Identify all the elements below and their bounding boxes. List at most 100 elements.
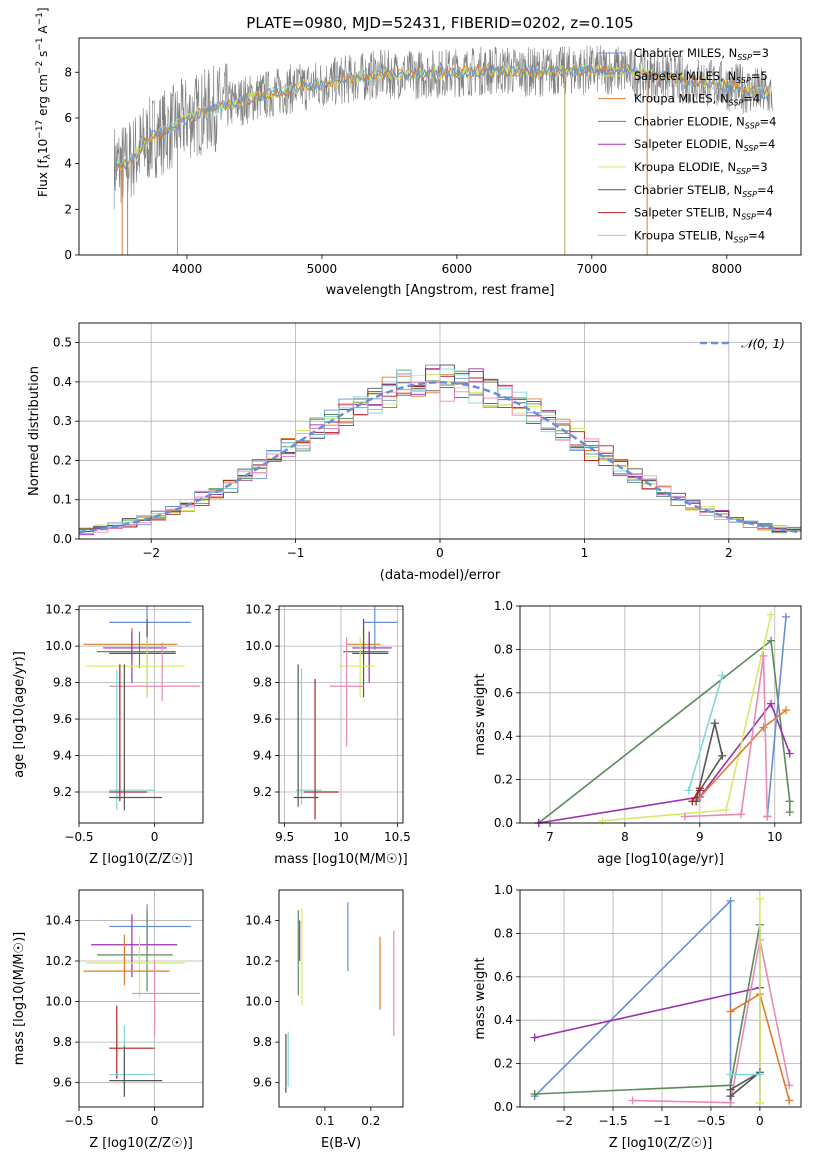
y-tick-label: 9.4	[253, 749, 272, 763]
y-tick-label: 0.6	[494, 686, 513, 700]
axes-frame	[78, 322, 802, 540]
x-tick-label: 10	[767, 830, 782, 844]
figure-title: PLATE=0980, MJD=52431, FIBERID=0202, z=0…	[246, 14, 633, 32]
x-tick-label: 0	[756, 1114, 764, 1128]
axes-frame	[78, 37, 802, 256]
x-tick-label: −2	[555, 1114, 573, 1128]
y-tick-label: 10.2	[45, 603, 72, 617]
x-tick-label: 1	[581, 546, 589, 560]
weight-age-panel: 7 8 9 10 0.0 0.2 0.4 0.6 0.8 1.0 age [log10(age/yr…	[473, 599, 802, 867]
legend-label: Chabrier MILES, NSSP=3	[634, 46, 769, 62]
y-tick-label: 9.2	[53, 785, 72, 799]
y-tick-label: 10.0	[45, 639, 72, 653]
y-tick-label: 10.4	[45, 913, 72, 927]
y-axis-label: mass weight	[473, 673, 488, 755]
y-tick-label: 9.8	[253, 1035, 272, 1049]
legend-label: Chabrier STELIB, NSSP=4	[634, 183, 774, 199]
y-tick-label: 8	[64, 65, 72, 79]
y-tick-label: 0.2	[53, 453, 72, 467]
y-tick-label: 4	[64, 157, 72, 171]
weight-series-line	[687, 675, 724, 791]
y-tick-label: 1.0	[494, 599, 513, 613]
x-axis-label: age [log10(age/yr)]	[597, 852, 724, 867]
legend-label: Chabrier ELODIE, NSSP=4	[634, 114, 776, 130]
x-tick-label: 0	[151, 830, 159, 844]
x-tick-label: −0.5	[64, 830, 93, 844]
x-tick-label: 4000	[172, 262, 203, 276]
y-tick-label: 1.0	[494, 883, 513, 897]
y-axis-label: Normed distribution	[27, 366, 42, 496]
weight-z-panel: −2 −1.5 −1 −0.5 0 0.0 0.2 0.4 0.6 0.8 1.0 Z [log10(…	[473, 883, 802, 1151]
weight-series-line	[538, 701, 791, 824]
legend-label: Salpeter STELIB, NSSP=4	[634, 206, 773, 222]
weight-series-line	[538, 639, 791, 824]
y-tick-label: 9.6	[53, 712, 72, 726]
x-axis-label: E(B-V)	[321, 1136, 361, 1151]
x-tick-label: 7000	[577, 262, 608, 276]
x-tick-label: 0.2	[361, 1114, 380, 1128]
y-tick-label: 0.8	[494, 926, 513, 940]
y-tick-label: 10.0	[45, 995, 72, 1009]
y-tick-label: 9.6	[253, 712, 272, 726]
x-axis-label: Z [log10(Z/Z☉)]	[89, 852, 193, 867]
axes-frame	[519, 889, 802, 1108]
x-tick-label: 8000	[712, 262, 743, 276]
legend-label: 𝒩(0, 1)	[741, 337, 785, 351]
legend-label: Salpeter MILES, NSSP=5	[634, 69, 768, 85]
y-tick-label: 9.8	[53, 676, 72, 690]
y-tick-label: 0.2	[494, 773, 513, 787]
y-axis-label: age [log10(age/yr)]	[12, 651, 27, 778]
x-axis-label: wavelength [Angstrom, rest frame]	[326, 283, 555, 298]
y-tick-label: 9.8	[253, 676, 272, 690]
y-tick-label: 6	[64, 111, 72, 125]
x-tick-label: 8	[621, 830, 629, 844]
y-tick-label: 9.6	[253, 1076, 272, 1090]
x-axis-label: Z [log10(Z/Z☉)]	[89, 1136, 193, 1151]
y-tick-label: 10.0	[245, 639, 272, 653]
age-z-panel: −0.5 0 9.2 9.4 9.6 9.8 10.0 10.2 Z [log10(Z/Z☉)]…	[12, 603, 204, 867]
y-tick-label: 2	[64, 202, 72, 216]
x-tick-label: −1.5	[598, 1114, 627, 1128]
x-tick-label: 2	[725, 546, 733, 560]
axes-frame	[519, 605, 802, 824]
weight-series-line	[695, 723, 724, 802]
age-mass-panel: 9.5 10 10.5 9.2 9.4 9.6 9.8 10.0 10.2 mass [log10…	[245, 603, 410, 867]
x-tick-label: 0	[151, 1114, 159, 1128]
y-tick-label: 0.0	[53, 532, 72, 546]
y-axis-label: mass [log10(M/M☉)]	[12, 932, 27, 1065]
axes-frame	[278, 889, 404, 1108]
model-spectrum	[115, 64, 771, 167]
residuals-panel: −2 −1 0 1 2 0.0 0.1 0.2 0.3 0.4 0.5 𝒩(0, 1) (data-mo…	[27, 322, 802, 583]
model-spectrum	[115, 64, 771, 172]
y-tick-label: 10.0	[245, 995, 272, 1009]
x-tick-label: −2	[142, 546, 160, 560]
y-tick-label: 9.2	[253, 785, 272, 799]
x-tick-label: 0.1	[315, 1114, 334, 1128]
x-tick-label: 7	[546, 830, 554, 844]
y-tick-label: 0.4	[494, 729, 513, 743]
y-tick-label: 0.4	[53, 375, 72, 389]
model-spectrum	[114, 64, 771, 172]
y-tick-label: 10.4	[245, 913, 272, 927]
axes-frame	[278, 605, 404, 824]
y-tick-label: 0.0	[494, 816, 513, 830]
y-tick-label: 10.2	[245, 954, 272, 968]
y-tick-label: 9.6	[53, 1076, 72, 1090]
weight-series-line	[684, 655, 769, 818]
y-tick-label: 9.4	[53, 749, 72, 763]
y-tick-label: 0.0	[494, 1100, 513, 1114]
legend-label: Kroupa STELIB, NSSP=4	[634, 228, 765, 244]
y-tick-label: 0	[64, 248, 72, 262]
x-tick-label: 9	[696, 830, 704, 844]
y-tick-label: 0.5	[53, 336, 72, 350]
y-tick-label: 0.8	[494, 642, 513, 656]
weight-series-line	[534, 986, 761, 1039]
axes-frame	[78, 605, 204, 824]
y-tick-label: 0.3	[53, 414, 72, 428]
x-axis-label: (data-model)/error	[380, 568, 501, 583]
x-tick-label: −1	[653, 1114, 671, 1128]
axes-frame	[78, 889, 204, 1108]
y-tick-label: 0.2	[494, 1057, 513, 1071]
x-tick-label: 5000	[307, 262, 338, 276]
